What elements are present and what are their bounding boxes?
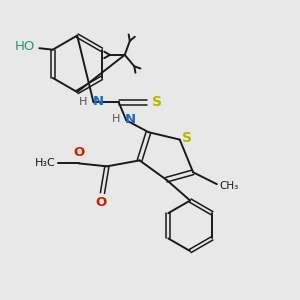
Text: N: N [92, 95, 104, 108]
Text: N: N [125, 113, 136, 126]
Text: O: O [73, 146, 84, 159]
Text: HO: HO [14, 40, 35, 53]
Text: S: S [182, 131, 192, 145]
Text: O: O [95, 196, 106, 209]
Text: H₃C: H₃C [35, 158, 56, 168]
Text: CH₃: CH₃ [219, 181, 238, 191]
Text: H: H [112, 114, 120, 124]
Text: H: H [79, 97, 88, 106]
Text: S: S [152, 94, 162, 109]
